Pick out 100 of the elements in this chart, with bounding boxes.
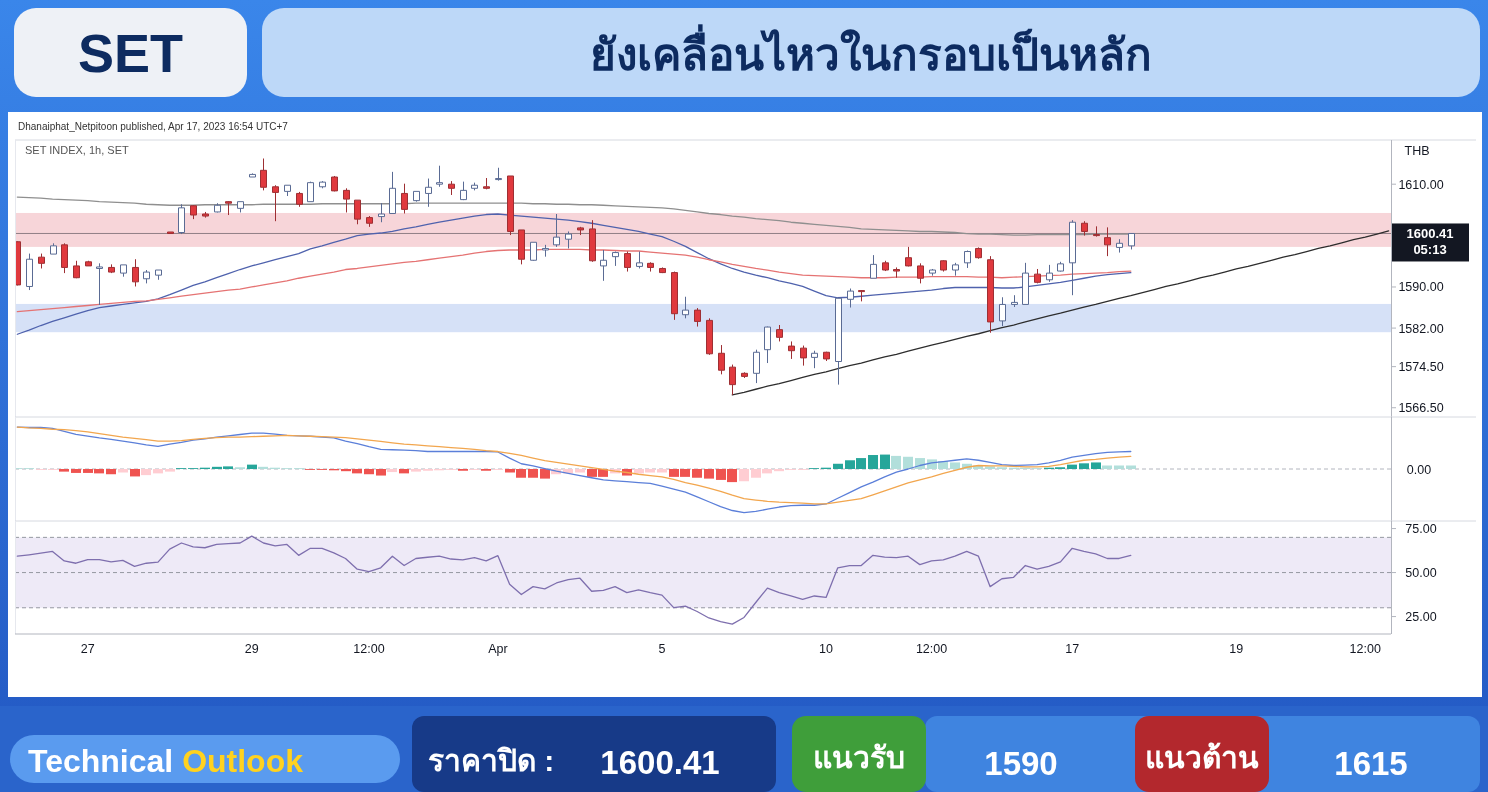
y-tick-label: 25.00 — [1405, 610, 1437, 625]
candlestick — [425, 178, 432, 208]
candlestick — [1093, 225, 1100, 238]
candlestick — [811, 350, 818, 369]
candlestick — [143, 269, 150, 284]
candlestick — [624, 251, 631, 273]
candlestick — [460, 181, 467, 201]
x-tick-label: 5 — [658, 642, 666, 656]
x-tick-label: 19 — [1229, 642, 1244, 656]
candlestick — [565, 230, 572, 249]
x-tick-label: 12:00 — [1349, 642, 1381, 656]
candlestick — [800, 345, 807, 367]
text: ราคาปิด : — [428, 744, 555, 777]
x-tick-label: 27 — [80, 642, 95, 656]
candlestick — [366, 215, 373, 228]
candlestick — [659, 266, 666, 274]
bar — [868, 455, 878, 469]
text: ยังเคลื่อนไหวในกรอบเป็นหลัก — [590, 24, 1152, 79]
candlestick — [600, 249, 607, 282]
text: แนวต้าน — [1145, 741, 1259, 774]
y-tick-label: 1574.50 — [1398, 360, 1444, 375]
bar — [903, 456, 913, 469]
bar — [376, 469, 386, 476]
bar — [411, 469, 421, 472]
candlestick — [73, 260, 80, 279]
candlestick — [108, 263, 115, 274]
candlestick — [823, 351, 830, 362]
candlestick — [858, 289, 865, 302]
candlestick — [636, 251, 643, 269]
bar — [71, 469, 81, 473]
bar — [880, 454, 890, 469]
bar — [153, 469, 163, 474]
bar — [1091, 462, 1101, 469]
x-tick-label: Apr — [488, 642, 508, 656]
ref-line-label: 0.00 — [1406, 462, 1432, 477]
candlestick — [764, 326, 771, 364]
candlestick — [1128, 232, 1135, 250]
candlestick — [50, 242, 57, 255]
candlestick — [132, 258, 139, 287]
candlestick — [96, 262, 103, 306]
candlestick — [1046, 264, 1053, 283]
candlestick — [835, 297, 842, 386]
x-tick-label: 17 — [1065, 642, 1080, 656]
candlestick — [389, 171, 396, 214]
candlestick — [975, 246, 982, 260]
candlestick — [577, 226, 584, 236]
candlestick — [155, 269, 162, 281]
candlestick — [706, 317, 713, 356]
y-tick-label: 1590.00 — [1398, 280, 1444, 295]
bar — [141, 469, 151, 476]
bar — [774, 469, 784, 472]
bar — [399, 469, 409, 474]
candlestick — [530, 241, 537, 262]
candlestick — [553, 213, 560, 248]
candlestick — [225, 200, 232, 216]
x-tick-label: 10 — [819, 642, 834, 656]
bar — [739, 469, 749, 482]
candlestick — [319, 180, 326, 189]
candlestick — [1104, 226, 1111, 257]
candlestick — [85, 260, 92, 267]
candlestick — [483, 177, 490, 190]
candlestick — [331, 175, 338, 192]
bar — [59, 469, 69, 472]
text: Dhanaiphat_Netpitoon published, Apr 17, 2023 16:54 UTC+7 — [18, 121, 289, 132]
candlestick — [26, 253, 33, 291]
candlestick — [237, 201, 244, 213]
bar — [130, 469, 140, 477]
candlestick — [296, 191, 303, 208]
candlestick — [471, 182, 478, 191]
candlestick — [788, 340, 795, 360]
bar — [833, 463, 843, 469]
candlestick — [682, 296, 689, 319]
candlestick — [964, 249, 971, 269]
candlestick — [741, 371, 748, 379]
candlestick — [178, 203, 185, 235]
candlestick — [893, 266, 900, 279]
bar — [528, 469, 538, 478]
candlestick — [495, 167, 502, 182]
text: 1600.41 — [600, 744, 720, 781]
candlestick — [589, 219, 596, 263]
ref-line-label: 1600.41 — [1406, 226, 1454, 242]
x-tick-label: 12:00 — [915, 642, 948, 656]
line-series — [16, 213, 1132, 335]
candlestick — [378, 202, 385, 223]
y-tick-label: 1610.00 — [1398, 177, 1444, 192]
bar — [704, 469, 714, 479]
candlestick — [307, 181, 314, 203]
line-series — [16, 248, 1132, 313]
candlestick — [272, 184, 279, 222]
bar — [258, 466, 268, 469]
candlestick — [542, 244, 549, 258]
candlestick — [190, 204, 197, 220]
candlestick — [413, 190, 420, 203]
candlestick — [343, 187, 350, 213]
candlestick — [214, 202, 221, 213]
candlestick — [1116, 238, 1123, 254]
bar — [387, 469, 397, 473]
candlestick — [1057, 261, 1064, 273]
bar — [1079, 463, 1089, 469]
candlestick — [671, 271, 678, 321]
